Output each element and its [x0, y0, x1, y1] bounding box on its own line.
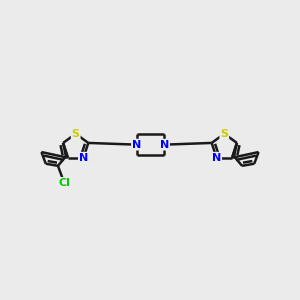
Text: N: N — [160, 140, 169, 150]
Text: S: S — [220, 129, 228, 139]
Text: N: N — [132, 140, 141, 150]
Text: N: N — [79, 153, 88, 163]
Text: S: S — [72, 129, 80, 139]
Text: N: N — [212, 153, 221, 163]
Text: Cl: Cl — [58, 178, 70, 188]
